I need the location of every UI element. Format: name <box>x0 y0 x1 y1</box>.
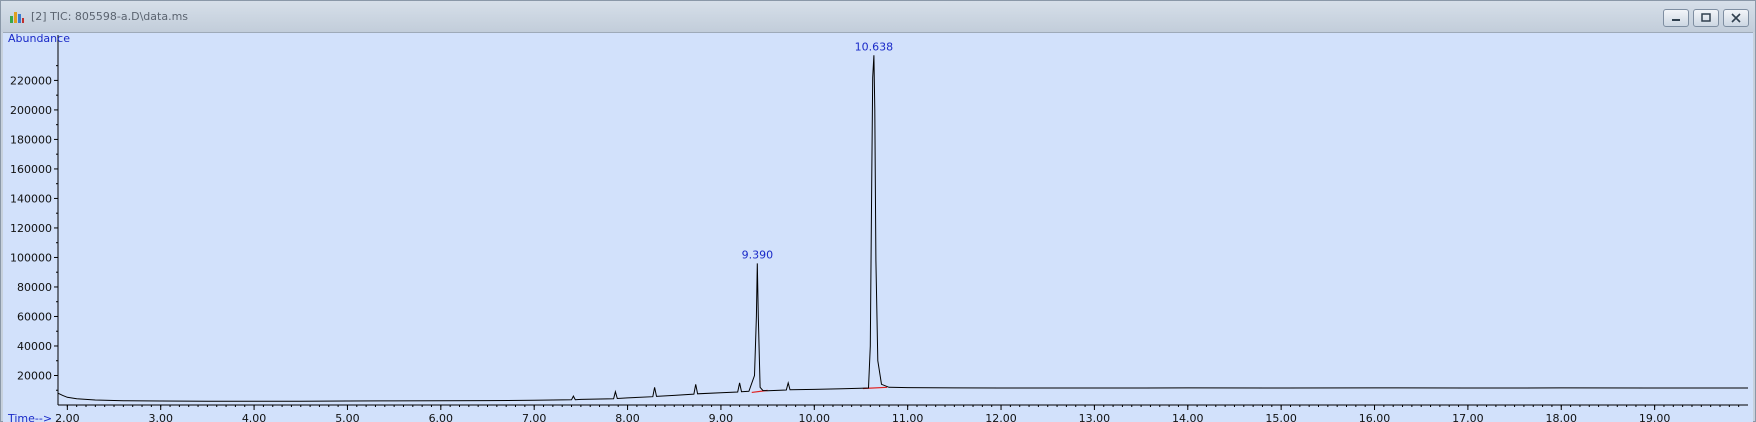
y-tick-label: 160000 <box>10 163 52 176</box>
y-tick-label: 140000 <box>10 192 52 205</box>
y-tick-label: 180000 <box>10 133 52 146</box>
chart-area[interactable]: 20000 40000 60000 80000 100000 120000 140000 16… <box>3 32 1753 422</box>
x-tick-label: 2.00 <box>55 412 80 422</box>
restore-button[interactable] <box>1693 9 1719 27</box>
x-tick-label: 17.00 <box>1452 412 1484 422</box>
y-axis-label: Abundance <box>8 33 70 45</box>
x-tick-label: 8.00 <box>615 412 640 422</box>
close-button[interactable] <box>1723 9 1749 27</box>
x-tick-label: 5.00 <box>335 412 360 422</box>
x-tick-label: 11.00 <box>892 412 924 422</box>
y-tick-label: 40000 <box>17 340 52 353</box>
x-tick-label: 4.00 <box>242 412 267 422</box>
x-tick-label: 18.00 <box>1546 412 1578 422</box>
y-tick-label: 20000 <box>17 369 52 382</box>
title-bar[interactable]: [2] TIC: 805598-a.D\data.ms <box>1 1 1755 32</box>
restore-icon <box>1701 13 1711 22</box>
peak-label: 9.390 <box>742 248 774 261</box>
x-tick-label: 7.00 <box>522 412 547 422</box>
y-tick-label: 200000 <box>10 104 52 117</box>
minimize-icon <box>1672 19 1680 21</box>
x-tick-label: 13.00 <box>1079 412 1111 422</box>
x-tick-label: 14.00 <box>1172 412 1204 422</box>
chromatogram-chart: 20000 40000 60000 80000 100000 120000 140000 16… <box>7 33 1748 422</box>
minimize-button[interactable] <box>1663 9 1689 27</box>
x-tick-label: 16.00 <box>1359 412 1391 422</box>
close-icon <box>1731 13 1741 23</box>
x-tick-label: 10.00 <box>799 412 831 422</box>
tic-trace <box>57 55 1748 402</box>
y-tick-label: 60000 <box>17 310 52 323</box>
peak-label: 10.638 <box>855 40 894 53</box>
chromatogram-icon <box>9 10 25 24</box>
y-tick-label: 220000 <box>10 74 52 87</box>
x-tick-label: 3.00 <box>148 412 173 422</box>
y-tick-label: 100000 <box>10 251 52 264</box>
x-tick-label: 9.00 <box>709 412 734 422</box>
x-tick-label: 15.00 <box>1265 412 1297 422</box>
window-title: [2] TIC: 805598-a.D\data.ms <box>31 10 189 23</box>
x-axis-label: Time--> <box>7 412 52 422</box>
y-tick-label: 80000 <box>17 281 52 294</box>
x-tick-label: 6.00 <box>429 412 454 422</box>
y-tick-label: 120000 <box>10 222 52 235</box>
x-tick-label: 12.00 <box>985 412 1017 422</box>
x-tick-label: 19.00 <box>1639 412 1671 422</box>
